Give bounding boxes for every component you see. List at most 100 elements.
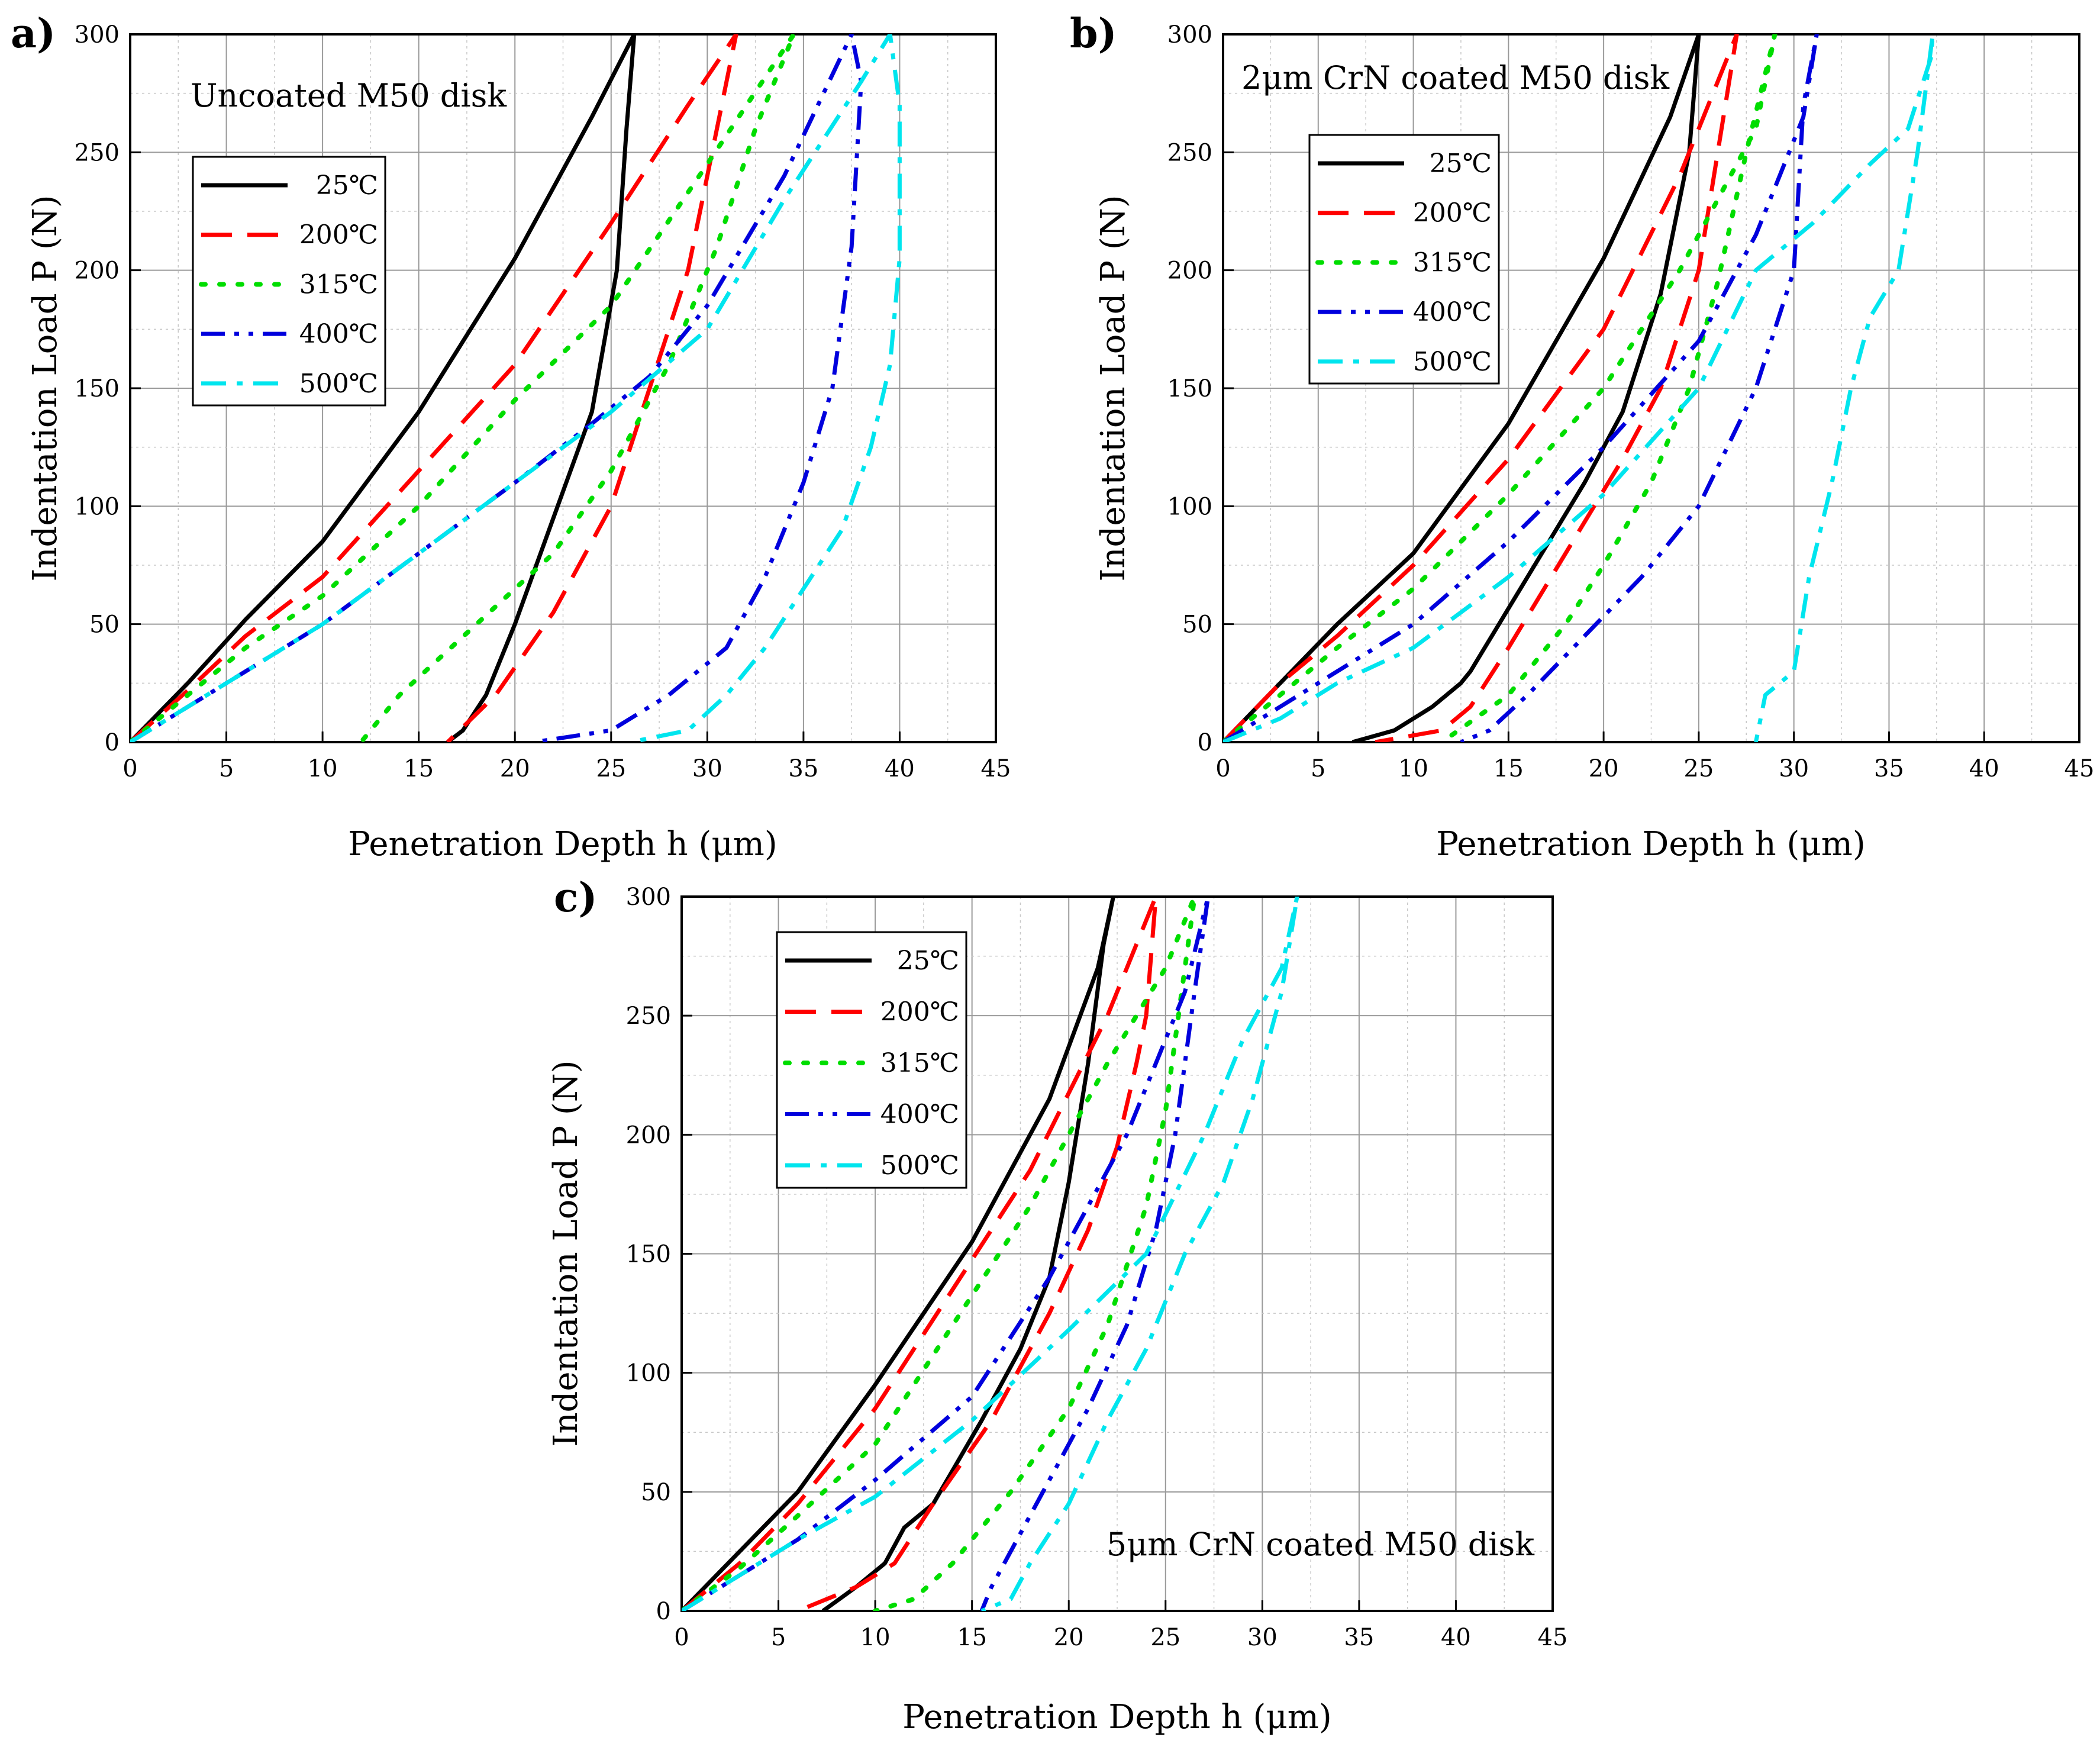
chart-title: 2μm CrN coated M50 disk <box>1241 59 1670 96</box>
legend-box <box>776 931 967 1189</box>
legend-label: 25℃ <box>1430 149 1492 179</box>
x-axis-title: Penetration Depth h (μm) <box>1436 825 1865 863</box>
legend-label: 315℃ <box>299 269 378 299</box>
series-group <box>1223 34 1935 742</box>
y-tick-label: 100 <box>1167 493 1212 520</box>
series-line-200c <box>1223 34 1739 742</box>
y-tick-label: 100 <box>626 1360 671 1387</box>
legend-label: 400℃ <box>1413 297 1492 327</box>
y-tick-label: 300 <box>75 21 120 49</box>
y-tick-label: 300 <box>1167 21 1212 49</box>
x-tick-label: 25 <box>596 755 626 782</box>
series-group <box>682 897 1299 1611</box>
x-tick-label: 5 <box>1311 755 1325 782</box>
x-tick-label: 40 <box>1969 755 1999 782</box>
legend-label: 400℃ <box>880 1100 959 1130</box>
y-tick-label: 200 <box>75 257 120 285</box>
x-tick-label: 10 <box>1398 755 1428 782</box>
y-tick-label: 200 <box>626 1122 671 1149</box>
y-tick-label: 250 <box>1167 139 1212 166</box>
x-tick-label: 20 <box>1589 755 1619 782</box>
y-tick-label: 0 <box>105 729 120 756</box>
y-tick-label: 150 <box>75 375 120 402</box>
panel-a: 0 5 10 15 20 25 30 35 40 4505010015020025030025℃2… <box>11 10 1011 863</box>
series-line-500c <box>682 897 1299 1611</box>
x-tick-label: 10 <box>860 1624 891 1651</box>
y-tick-label: 250 <box>75 139 120 166</box>
series-group <box>130 34 902 742</box>
series-line-500c <box>1223 34 1935 742</box>
series-line-400c <box>130 34 863 742</box>
x-tick-label: 25 <box>1150 1624 1180 1651</box>
x-tick-label: 0 <box>674 1624 689 1651</box>
panel-label: c) <box>554 874 598 921</box>
chart-title: Uncoated M50 disk <box>191 77 507 114</box>
x-tick-label: 35 <box>1344 1624 1374 1651</box>
y-tick-label: 0 <box>656 1598 671 1625</box>
x-tick-label: 45 <box>1538 1624 1568 1651</box>
x-tick-label: 40 <box>885 755 915 782</box>
series-line-25c <box>682 897 1115 1611</box>
legend-label: 315℃ <box>880 1048 959 1078</box>
series-line-25c <box>1223 34 1701 742</box>
legend-box <box>1308 134 1500 385</box>
x-axis-title: Penetration Depth h (μm) <box>348 825 777 863</box>
y-tick-label: 100 <box>75 493 120 520</box>
y-tick-label: 250 <box>626 1003 671 1030</box>
series-line-315c <box>682 897 1197 1611</box>
panel-c: 0 5 10 15 20 25 30 35 40 4505010015020025030025℃2… <box>547 874 1567 1736</box>
legend-label: 25℃ <box>316 170 378 201</box>
series-line-400c <box>1223 34 1819 742</box>
y-tick-label: 50 <box>89 611 120 639</box>
legend: 25℃ 200℃ 315℃ 400℃ 500℃ <box>776 931 967 1189</box>
y-axis-title: Indentation Load P (N) <box>547 1060 585 1446</box>
panel-b: 0 5 10 15 20 25 30 35 40 4505010015020025030025℃2… <box>1070 10 2094 863</box>
x-tick-label: 30 <box>692 755 722 782</box>
x-tick-label: 0 <box>122 755 137 782</box>
y-tick-label: 50 <box>641 1479 671 1506</box>
y-tick-label: 300 <box>626 884 671 911</box>
legend-label: 400℃ <box>299 319 378 349</box>
legend: 25℃ 200℃ 315℃ 400℃ 500℃ <box>192 156 386 407</box>
x-tick-label: 20 <box>500 755 530 782</box>
y-tick-label: 150 <box>1167 375 1212 402</box>
legend-label: 500℃ <box>880 1151 959 1181</box>
legend-label: 25℃ <box>897 946 959 976</box>
series-line-400c <box>682 897 1211 1611</box>
x-tick-label: 0 <box>1215 755 1230 782</box>
legend-label: 500℃ <box>299 369 378 399</box>
legend-label: 200℃ <box>1413 198 1492 228</box>
x-tick-label: 30 <box>1779 755 1809 782</box>
series-line-500c <box>130 34 902 742</box>
legend-box <box>192 156 386 407</box>
x-tick-label: 20 <box>1054 1624 1084 1651</box>
y-tick-label: 200 <box>1167 257 1212 285</box>
legend-label: 500℃ <box>1413 347 1492 377</box>
x-tick-label: 30 <box>1247 1624 1278 1651</box>
x-tick-label: 10 <box>308 755 338 782</box>
series-line-315c <box>1223 34 1778 742</box>
panel-label: b) <box>1070 10 1117 57</box>
y-axis-title: Indentation Load P (N) <box>1094 195 1133 581</box>
chart-title: 5μm CrN coated M50 disk <box>1107 1526 1535 1563</box>
y-axis-title: Indentation Load P (N) <box>26 195 64 581</box>
x-tick-label: 45 <box>981 755 1011 782</box>
legend: 25℃ 200℃ 315℃ 400℃ 500℃ <box>1308 134 1500 385</box>
y-tick-label: 150 <box>626 1241 671 1268</box>
x-tick-label: 15 <box>404 755 434 782</box>
x-tick-label: 5 <box>219 755 234 782</box>
x-tick-label: 35 <box>1874 755 1904 782</box>
legend-label: 200℃ <box>299 220 378 250</box>
legend-label: 315℃ <box>1413 247 1492 278</box>
x-tick-label: 15 <box>957 1624 987 1651</box>
y-tick-label: 50 <box>1182 611 1212 639</box>
x-tick-label: 40 <box>1441 1624 1471 1651</box>
x-tick-label: 5 <box>771 1624 786 1651</box>
x-tick-label: 25 <box>1683 755 1714 782</box>
y-tick-label: 0 <box>1198 729 1212 756</box>
x-tick-label: 35 <box>788 755 818 782</box>
series-line-25c <box>130 34 637 742</box>
x-tick-label: 15 <box>1493 755 1524 782</box>
series-line-200c <box>682 897 1158 1611</box>
